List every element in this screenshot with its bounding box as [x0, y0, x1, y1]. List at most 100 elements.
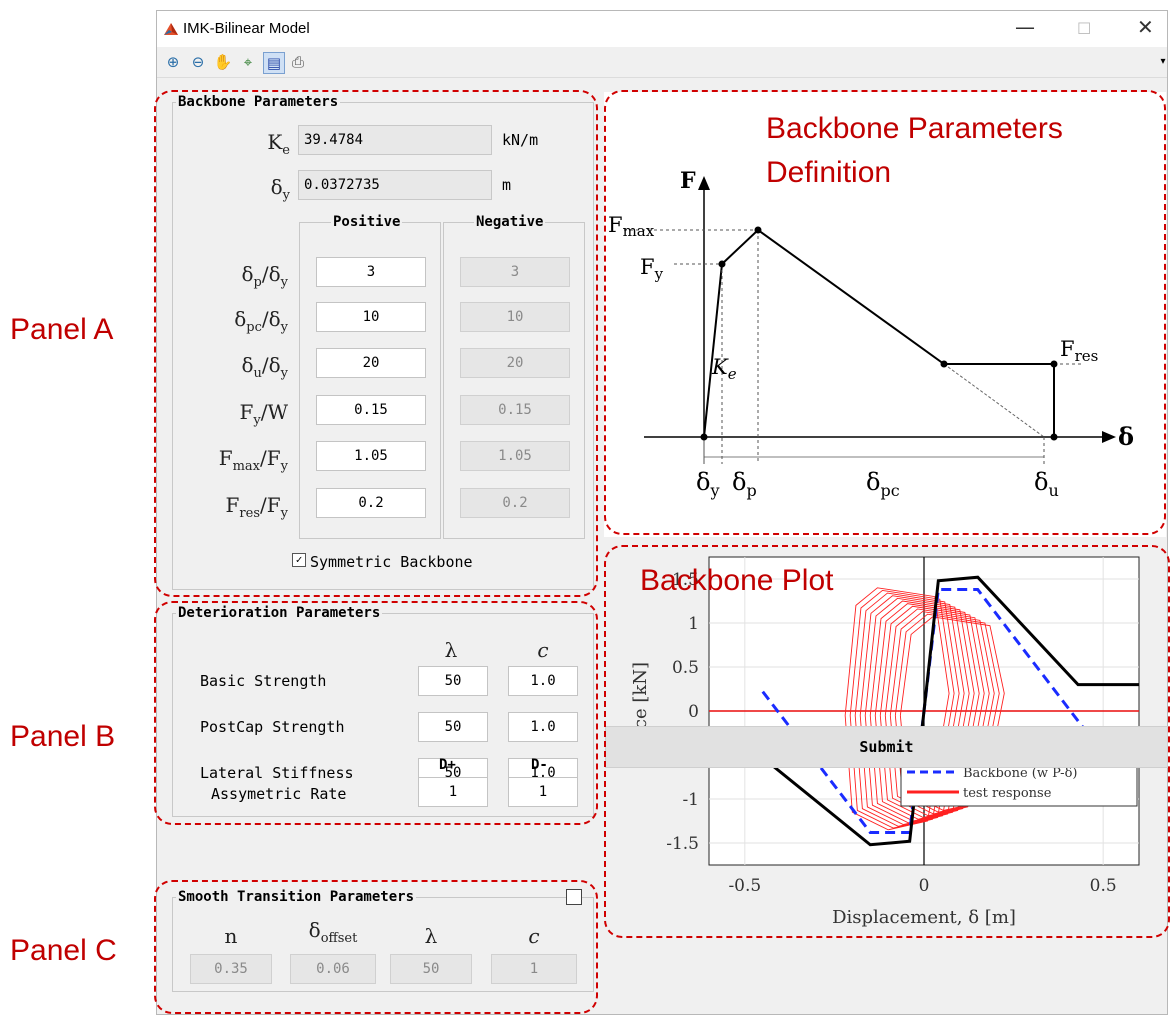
title-bar: IMK-Bilinear Model — ☐ ✕	[157, 11, 1167, 47]
deterioration-parameters-group	[172, 613, 594, 817]
legend-entry: test response	[963, 786, 1052, 801]
smooth-n-label: n	[224, 924, 238, 948]
bb-negative-input[interactable]: 1.05	[460, 441, 570, 471]
bb-row-label: Fy/W	[239, 400, 288, 428]
x-tick-label: 0	[919, 876, 930, 896]
close-button[interactable]: ✕	[1137, 15, 1154, 39]
bb-negative-input[interactable]: 3	[460, 257, 570, 287]
backbone-plot[interactable]: -0.500.51.510.50-0.5-1-1.5Displacement, …	[604, 545, 1170, 940]
fres-label: Fres	[1060, 337, 1098, 365]
y-tick-label: 1	[688, 614, 699, 634]
backbone-line	[709, 575, 1139, 847]
ke-field: 39.4784	[298, 125, 492, 155]
bb-positive-input[interactable]: 1.05	[316, 441, 426, 471]
bb-positive-input[interactable]: 20	[316, 348, 426, 378]
test-response-loop	[859, 595, 965, 825]
bb-negative-input[interactable]: 0.2	[460, 488, 570, 518]
dp-diagram-label: δp	[732, 468, 757, 500]
deterioration-parameters-title: Deterioration Parameters	[176, 605, 383, 621]
panel-a-label: Panel A	[10, 313, 114, 346]
y-tick-label: 1.5	[672, 570, 699, 590]
bb-row-label: δpc/δy	[234, 307, 288, 335]
dpc-diagram-label: δpc	[866, 468, 900, 500]
bb-row-label: Fres/Fy	[225, 493, 288, 521]
det-lambda-input[interactable]: 50	[418, 712, 488, 742]
du-diagram-label: δu	[1034, 468, 1059, 500]
definition-title-1: Backbone Parameters	[766, 112, 1063, 145]
smooth-n-input[interactable]: 0.35	[190, 954, 272, 984]
bb-row-label: Fmax/Fy	[218, 446, 288, 474]
det-c-input[interactable]: 1.0	[508, 712, 578, 742]
symmetric-backbone-checkbox[interactable]: ✓	[292, 553, 306, 567]
panel-b-outline	[154, 601, 598, 825]
maximize-button[interactable]: ☐	[1077, 19, 1092, 38]
pan-icon[interactable]: ✋	[213, 53, 233, 71]
toolbar: ⊕ ⊖ ✋ ⌖ ▤ ⎙ ▾	[157, 47, 1167, 78]
zoom-in-icon[interactable]: ⊕	[166, 53, 180, 71]
panel-c-label: Panel C	[10, 934, 117, 967]
definition-outline	[604, 90, 1166, 535]
test-response-loop	[854, 592, 960, 827]
det-lambda-input[interactable]: 50	[418, 666, 488, 696]
zoom-out-icon[interactable]: ⊖	[191, 53, 205, 71]
y-tick-label: -1.5	[666, 834, 699, 854]
definition-diagram: Backbone Parameters Definition F δ Fmax …	[608, 112, 1134, 500]
det-row-label: Lateral Stiffness	[200, 764, 354, 782]
dy-field: 0.0372735	[298, 170, 492, 200]
fy-label: Fy	[640, 255, 664, 283]
data-cursor-icon[interactable]: ⌖	[243, 53, 253, 71]
det-row-label: Basic Strength	[200, 672, 327, 690]
x-tick-label: 0.5	[1090, 876, 1117, 896]
bb-negative-input[interactable]: 10	[460, 302, 570, 332]
legend-entry: Backbone (w P-δ)	[963, 766, 1077, 781]
ke-unit: kN/m	[502, 131, 539, 149]
backbone-plot-title: Backbone Plot	[640, 564, 834, 597]
smooth-c-input[interactable]: 1	[491, 954, 577, 984]
negative-title: Negative	[474, 214, 546, 230]
asym-dplus-input[interactable]: 1	[418, 777, 488, 807]
bb-row-label: δp/δy	[241, 262, 288, 290]
window-title: IMK-Bilinear Model	[183, 20, 310, 37]
bb-negative-input[interactable]: 0.15	[460, 395, 570, 425]
dy-diagram-label: δy	[696, 468, 720, 500]
bb-negative-input[interactable]: 20	[460, 348, 570, 378]
bb-positive-input[interactable]: 0.2	[316, 488, 426, 518]
det-c-input[interactable]: 1.0	[508, 666, 578, 696]
x-tick-label: -0.5	[728, 876, 761, 896]
y-tick-label: -1	[682, 790, 699, 810]
asym-dminus-input[interactable]: 1	[508, 777, 578, 807]
definition-title-2: Definition	[766, 156, 891, 189]
bb-positive-input[interactable]: 0.15	[316, 395, 426, 425]
smooth-transition-title: Smooth Transition Parameters	[176, 889, 417, 905]
det-lambda-header: λ	[444, 638, 458, 662]
dminus-header: D-	[531, 757, 548, 773]
bb-positive-input[interactable]: 10	[316, 302, 426, 332]
dplus-header: D+	[439, 757, 456, 773]
dy-label: δy	[270, 175, 290, 203]
matlab-logo-icon	[164, 23, 178, 35]
smooth-lambda-input[interactable]: 50	[390, 954, 472, 984]
backbone-parameters-group	[172, 102, 594, 590]
ke-diagram-label: Ke	[711, 355, 737, 383]
plot-outline	[604, 545, 1170, 938]
dy-unit: m	[502, 176, 512, 194]
symmetric-backbone-label: Symmetric Backbone	[310, 553, 473, 571]
test-response-loop	[864, 597, 970, 824]
bb-positive-input[interactable]: 3	[316, 257, 426, 287]
smooth-c-label: c	[528, 924, 540, 948]
positive-title: Positive	[331, 214, 403, 230]
toolbar-overflow-icon[interactable]: ▾	[1160, 56, 1166, 67]
f-axis-label: F	[680, 168, 696, 194]
panel-a-outline	[154, 90, 598, 597]
print-icon[interactable]: ⎙	[291, 53, 304, 71]
smooth-offset-label: δoffset	[308, 918, 358, 946]
definition-panel	[604, 92, 1166, 537]
smooth-lambda-label: λ	[424, 924, 438, 948]
fmax-label: Fmax	[608, 213, 655, 240]
bb-row-label: δu/δy	[241, 353, 288, 381]
minimize-button[interactable]: —	[1015, 15, 1035, 39]
legend-icon[interactable]: ▤	[263, 52, 285, 74]
ke-label: Ke	[267, 130, 290, 158]
det-row-label: PostCap Strength	[200, 718, 345, 736]
smooth-offset-input[interactable]: 0.06	[290, 954, 376, 984]
